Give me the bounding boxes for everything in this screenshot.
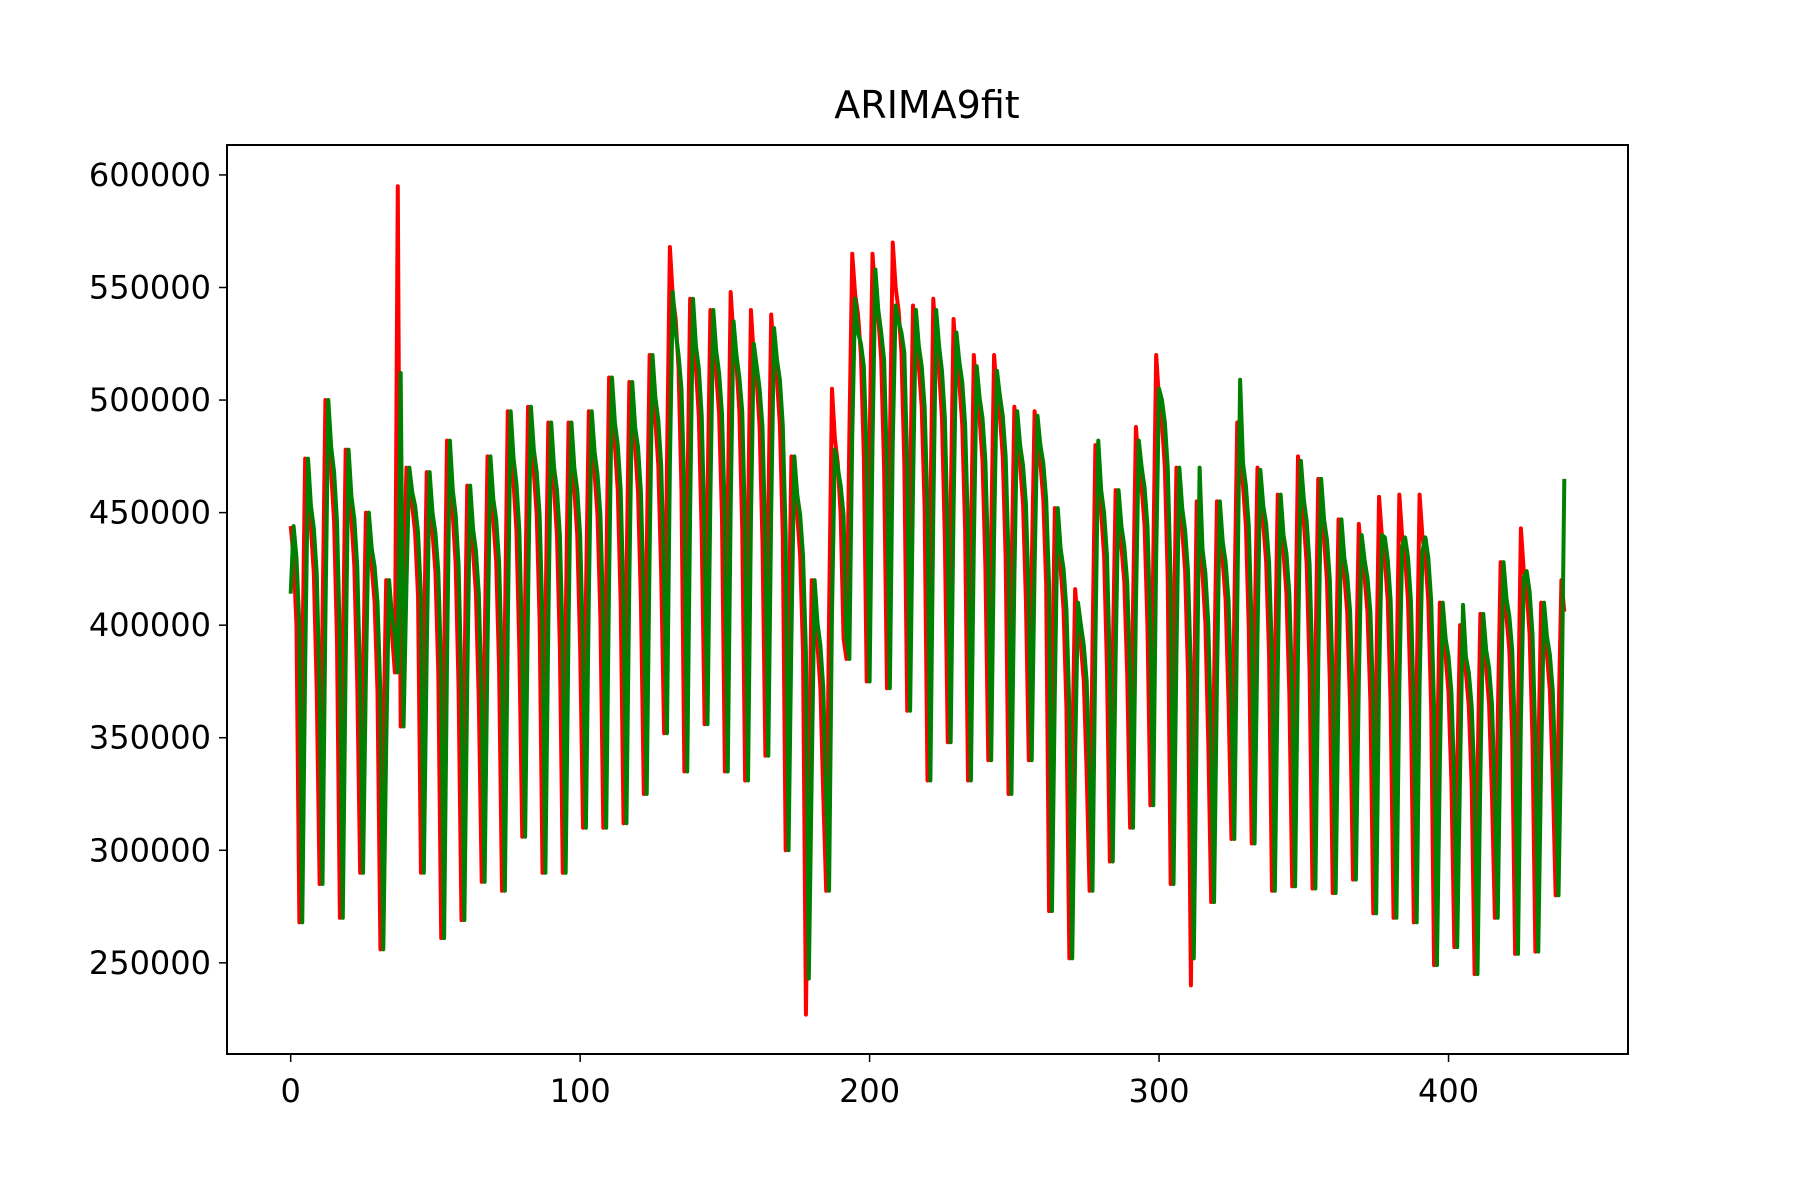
- x-tick-label: 300: [1129, 1072, 1190, 1110]
- y-tick-label: 400000: [89, 606, 211, 644]
- y-tick-label: 600000: [89, 156, 211, 194]
- y-tick-label: 450000: [89, 494, 211, 532]
- y-tick-label: 250000: [89, 944, 211, 982]
- chart-title: ARIMA9fit: [834, 83, 1019, 127]
- x-tick-label: 200: [839, 1072, 900, 1110]
- plot-frame: [226, 144, 1629, 1055]
- y-tick-label: 350000: [89, 719, 211, 757]
- x-tick-label: 0: [281, 1072, 301, 1110]
- y-tick-label: 550000: [89, 268, 211, 306]
- x-tick-label: 100: [550, 1072, 611, 1110]
- y-tick-label: 300000: [89, 831, 211, 869]
- series-line: [288, 267, 1567, 981]
- x-tick-label: 400: [1418, 1072, 1479, 1110]
- y-tick-label: 500000: [89, 381, 211, 419]
